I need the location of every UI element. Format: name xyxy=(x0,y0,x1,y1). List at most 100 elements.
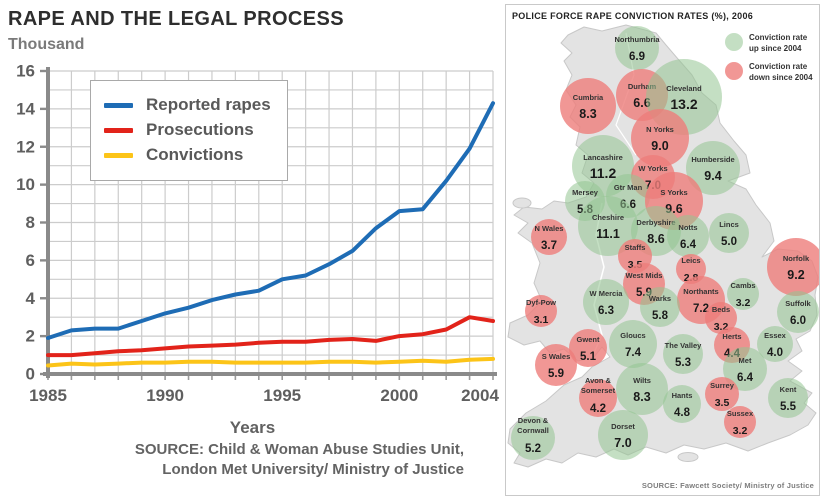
map-bubble-name: Essex xyxy=(764,331,787,340)
map-bubble-humberside: Humberside 9.4 xyxy=(686,141,740,195)
x-axis-tick-label: 1990 xyxy=(146,386,184,405)
y-axis-tick-label: 12 xyxy=(16,137,35,156)
y-axis-tick-label: 6 xyxy=(26,251,35,270)
map-bubble-surrey: Surrey 3.5 xyxy=(705,377,739,411)
map-bubble-name: Herts xyxy=(722,332,741,341)
legend-swatch-reported-rapes xyxy=(104,102,133,108)
map-bubble-value: 6.3 xyxy=(598,305,614,317)
bubble-circle xyxy=(531,219,567,255)
map-bubble-value: 5.3 xyxy=(675,357,691,369)
map-bubble-name: Sussex xyxy=(727,409,754,418)
map-bubble-name: N Wales xyxy=(535,224,564,233)
chart-source-line1: SOURCE: Child & Woman Abuse Studies Unit… xyxy=(134,441,464,458)
map-bubble-wilts: Wilts 8.3 xyxy=(616,363,668,415)
map-bubble-name: Cheshire xyxy=(592,213,624,222)
bubble-circle xyxy=(560,78,616,134)
legend-swatch-prosecutions xyxy=(104,127,133,133)
map-legend-label-up: Conviction rate xyxy=(749,33,808,42)
chart-source-line2: London Met University/ Ministry of Justi… xyxy=(162,461,464,478)
map-bubble-value: 3.5 xyxy=(715,397,730,409)
map-bubble-northumbria: Northumbria 6.9 xyxy=(615,26,660,70)
map-bubble-value: 7.2 xyxy=(693,303,709,315)
map-bubble-value: 8.3 xyxy=(579,107,596,121)
bubble-circle xyxy=(709,213,749,253)
map-bubble-value: 7.4 xyxy=(625,347,642,359)
map-bubble-value: 4.0 xyxy=(767,347,783,359)
x-axis-tick-label: 1985 xyxy=(29,386,67,405)
map-bubble-name: Devon & xyxy=(518,416,549,425)
map-bubble-name: The Valley xyxy=(665,341,703,350)
legend-swatch-convictions xyxy=(104,152,133,158)
map-bubble-value: 3.2 xyxy=(736,297,751,309)
bubble-circle xyxy=(631,109,689,167)
map-bubble-name: Cleveland xyxy=(666,84,702,93)
map-bubble-name: Norfolk xyxy=(783,254,810,263)
chart-legend: Reported rapes Prosecutions Convictions xyxy=(90,80,288,181)
bubble-circle xyxy=(705,377,739,411)
map-source: SOURCE: Fawcett Society/ Ministry of Jus… xyxy=(641,481,814,490)
bubble-circle xyxy=(609,320,657,368)
bubble-circle xyxy=(583,279,629,325)
map-bubble-kent: Kent 5.5 xyxy=(768,378,808,418)
y-axis-tick-label: 10 xyxy=(16,175,35,194)
map-bubble-name: N Yorks xyxy=(646,125,674,134)
map-bubble-name: Dorset xyxy=(611,422,635,431)
map-bubble-devon-cornwall: Devon &Cornwall 5.2 xyxy=(511,416,555,460)
y-axis-tick-label: 14 xyxy=(16,99,35,118)
bubble-circle xyxy=(616,363,668,415)
y-axis-tick-label: 0 xyxy=(26,365,35,384)
map-bubble-w-mercia: W Mercia 6.3 xyxy=(583,279,629,325)
bubble-circle xyxy=(686,141,740,195)
map-bubble-name: Gtr Man xyxy=(614,183,643,192)
map-bubble-value: 6.4 xyxy=(737,372,754,384)
map-bubble-name: Met xyxy=(739,356,752,365)
map-bubble-value: 7.0 xyxy=(614,436,631,450)
map-bubble-lincs: Lincs 5.0 xyxy=(709,213,749,253)
map-bubble-name: S Wales xyxy=(542,352,570,361)
map-bubble-value: 3.2 xyxy=(733,425,748,437)
x-axis-title: Years xyxy=(229,418,276,437)
series-line-prosecutions xyxy=(46,315,495,358)
map-bubble-name: Surrey xyxy=(710,381,735,390)
map-bubble-name: Durham xyxy=(628,82,657,91)
map-bubble-name: Gwent xyxy=(577,335,600,344)
bubble-circle xyxy=(724,406,756,438)
map-bubble-value: 4.2 xyxy=(590,403,606,415)
map-bubble-met: Met 6.4 xyxy=(723,347,767,391)
map-bubble-value: 5.1 xyxy=(580,351,597,363)
map-bubble-name: Somerset xyxy=(581,386,616,395)
legend-label-convictions: Convictions xyxy=(146,145,244,164)
map-bubble-cambs: Cambs 3.2 xyxy=(727,278,759,310)
x-axis-tick-label: 2000 xyxy=(380,386,418,405)
bubble-circle xyxy=(667,215,709,257)
map-bubble-name: Leics xyxy=(681,256,700,265)
map-bubble-gwent: Gwent 5.1 xyxy=(569,329,607,367)
map-bubble-gloucs: Gloucs 7.4 xyxy=(609,320,657,368)
map-bubble-notts: Notts 6.4 xyxy=(667,215,709,257)
series-line-convictions xyxy=(46,356,495,368)
map-bubble-name: Beds xyxy=(712,305,730,314)
bubble-circle xyxy=(579,379,617,417)
map-bubble-name: Lancashire xyxy=(583,153,623,162)
bubble-circle xyxy=(723,347,767,391)
legend-label-reported-rapes: Reported rapes xyxy=(146,95,271,114)
map-bubble-value: 6.0 xyxy=(790,315,806,327)
map-bubble-suffolk: Suffolk 6.0 xyxy=(777,291,819,333)
conviction-map-panel: POLICE FORCE RAPE CONVICTION RATES (%), … xyxy=(505,4,820,496)
bubble-circle xyxy=(777,291,819,333)
chart-title: RAPE AND THE LEGAL PROCESS xyxy=(8,8,344,30)
legend-row-convictions: Convictions xyxy=(104,145,271,165)
y-axis-tick-label: 4 xyxy=(26,289,36,308)
map-bubble-n-yorks: N Yorks 9.0 xyxy=(631,109,689,167)
bubble-circle xyxy=(598,410,648,460)
map-bubble-value: 9.2 xyxy=(787,268,804,282)
map-legend-label-down: Conviction rate xyxy=(749,62,808,71)
chart-unit-label: Thousand xyxy=(8,36,85,53)
map-bubble-name: Suffolk xyxy=(785,299,811,308)
map-bubble-name: West Mids xyxy=(626,271,663,280)
map-bubble-name: Cambs xyxy=(730,281,755,290)
map-bubble-norfolk: Norfolk 9.2 xyxy=(767,238,819,296)
map-bubble-name: Mersey xyxy=(572,188,599,197)
bubble-circle xyxy=(768,378,808,418)
